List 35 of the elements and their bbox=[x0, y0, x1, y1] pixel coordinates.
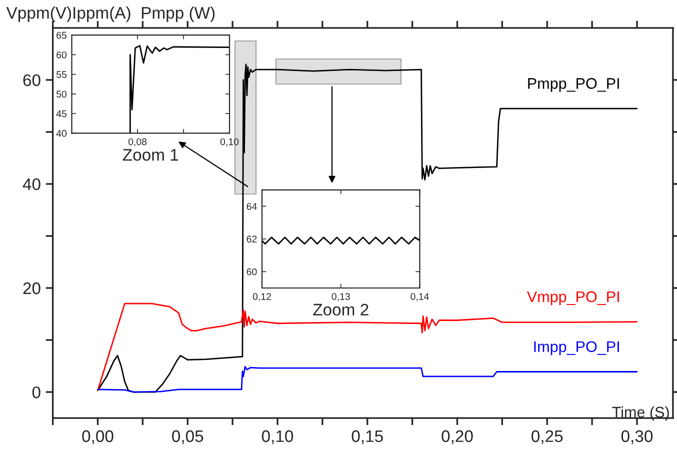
y-tick-label: 64 bbox=[246, 202, 257, 210]
y-tick-label: 65 bbox=[56, 32, 66, 39]
x-tick-label: 0,30 bbox=[621, 430, 653, 444]
y-tick-label: 50 bbox=[56, 90, 67, 98]
x-tick-label: 0,08 bbox=[128, 138, 147, 146]
x-axis-title: Time (S) bbox=[612, 406, 669, 421]
y-tick-label: 60 bbox=[23, 74, 40, 86]
y-tick-label: 0 bbox=[32, 386, 40, 398]
series-label: Vmpp_PO_PI bbox=[526, 291, 619, 306]
y-tick-label: 40 bbox=[22, 178, 40, 190]
x-axis-title: Zoom 2 bbox=[313, 304, 368, 316]
y-tick-label: 20 bbox=[23, 282, 40, 294]
y-tick-label: 60 bbox=[56, 51, 67, 58]
line-series bbox=[129, 45, 230, 134]
x-tick-label: 0,13 bbox=[332, 293, 350, 302]
y-axis-title: Vppm(V)Ippm(A) Pmpp (W) bbox=[6, 6, 215, 22]
y-tick-label: 55 bbox=[56, 71, 66, 78]
x-tick-label: 0,10 bbox=[220, 138, 239, 146]
y-tick-label: 60 bbox=[246, 268, 257, 276]
x-tick-label: 0,25 bbox=[532, 430, 563, 444]
series-label: Pmpp_PO_PI bbox=[528, 78, 619, 92]
x-tick-label: 0,14 bbox=[410, 293, 429, 302]
x-tick-label: 0,10 bbox=[262, 430, 294, 444]
x-tick-label: 0,05 bbox=[172, 430, 204, 444]
y-tick-label: 45 bbox=[56, 110, 66, 118]
line-series bbox=[97, 366, 638, 393]
line-series bbox=[97, 64, 638, 393]
series-label: Impp_PO_PI bbox=[534, 341, 619, 356]
x-tick-label: 0,15 bbox=[352, 430, 383, 444]
x-axis-title: Zoom 1 bbox=[122, 149, 178, 161]
x-tick-label: 0,20 bbox=[442, 430, 473, 444]
x-tick-label: 0,00 bbox=[82, 430, 114, 444]
x-tick-label: 0,12 bbox=[252, 293, 271, 302]
y-tick-label: 62 bbox=[246, 236, 257, 243]
y-tick-label: 40 bbox=[56, 130, 67, 137]
